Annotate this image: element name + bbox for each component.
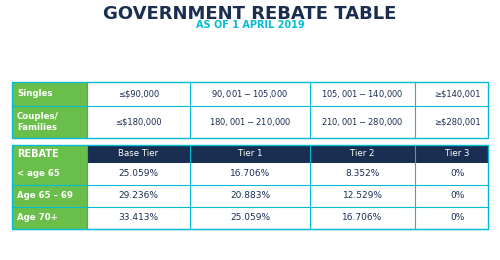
Text: Tier 3: Tier 3 <box>446 150 470 159</box>
Text: ≥$280,001: ≥$280,001 <box>434 118 481 127</box>
Text: Age 70+: Age 70+ <box>17 213 58 223</box>
Text: $210,001 - $280,000: $210,001 - $280,000 <box>321 116 404 128</box>
Bar <box>12 82 87 106</box>
Bar <box>12 82 488 138</box>
Text: REBATE: REBATE <box>17 149 58 159</box>
Text: < age 65: < age 65 <box>17 170 60 179</box>
Text: 0%: 0% <box>450 192 464 200</box>
Text: AS OF 1 APRIL 2019: AS OF 1 APRIL 2019 <box>196 20 304 30</box>
Bar <box>12 106 87 138</box>
Text: 16.706%: 16.706% <box>230 170 270 179</box>
Text: Age 65 – 69: Age 65 – 69 <box>17 192 73 200</box>
Bar <box>12 207 87 229</box>
Text: Singles: Singles <box>17 89 52 99</box>
Text: $105,001 - $140,000: $105,001 - $140,000 <box>321 88 404 100</box>
Bar <box>12 145 488 229</box>
Text: Base Tier: Base Tier <box>118 150 158 159</box>
Text: 0%: 0% <box>450 170 464 179</box>
Text: $180,001 - $210,000: $180,001 - $210,000 <box>208 116 292 128</box>
Text: 8.352%: 8.352% <box>346 170 380 179</box>
Text: 29.236%: 29.236% <box>118 192 158 200</box>
Text: ≤$90,000: ≤$90,000 <box>118 89 159 99</box>
Text: 33.413%: 33.413% <box>118 213 158 223</box>
Text: ≥$140,001: ≥$140,001 <box>434 89 481 99</box>
Text: Tier 1: Tier 1 <box>238 150 262 159</box>
Text: 25.059%: 25.059% <box>230 213 270 223</box>
Text: 12.529%: 12.529% <box>342 192 382 200</box>
Text: 20.883%: 20.883% <box>230 192 270 200</box>
Bar <box>12 163 87 185</box>
Text: Couples/
Families: Couples/ Families <box>17 112 59 132</box>
Text: 0%: 0% <box>450 213 464 223</box>
Bar <box>12 145 87 163</box>
Text: 16.706%: 16.706% <box>342 213 382 223</box>
Bar <box>12 145 488 163</box>
Text: ≤$180,000: ≤$180,000 <box>115 118 162 127</box>
Text: 25.059%: 25.059% <box>118 170 158 179</box>
Text: $90,001 - $105,000: $90,001 - $105,000 <box>212 88 288 100</box>
Text: Tier 2: Tier 2 <box>350 150 375 159</box>
Bar <box>12 185 87 207</box>
Text: GOVERNMENT REBATE TABLE: GOVERNMENT REBATE TABLE <box>104 5 397 23</box>
